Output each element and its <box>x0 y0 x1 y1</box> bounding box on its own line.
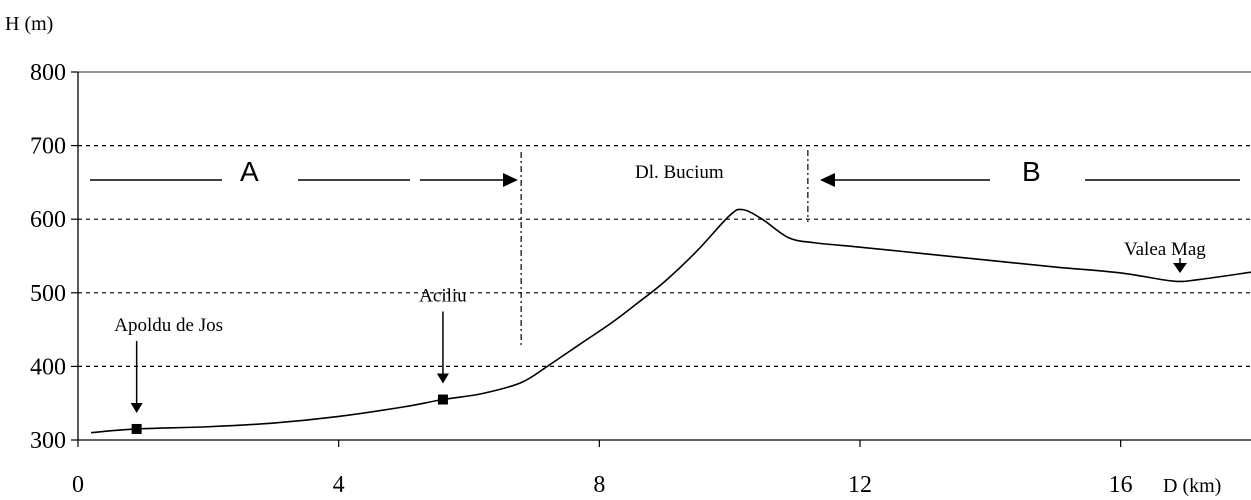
x-tick-label: 12 <box>848 472 872 498</box>
zone-a-label: A <box>240 156 259 187</box>
zone-dividers <box>520 150 809 345</box>
summit-label: Dl. Bucium <box>635 162 724 183</box>
x-tick-label: 16 <box>1109 472 1133 498</box>
village-label: Aciliu <box>419 286 467 307</box>
x-axis-label: D (km) <box>1163 475 1221 497</box>
x-tick-label: 8 <box>593 472 605 498</box>
x-tick-label: 0 <box>72 472 84 498</box>
zone-b-label: B <box>1022 156 1041 187</box>
valea-mag-pointer <box>1173 258 1187 273</box>
y-tick-label: 700 <box>30 134 66 160</box>
y-tick-labels: 300 400 500 600 700 800 <box>30 60 66 454</box>
village-pointer-head <box>130 402 143 413</box>
grid-lines <box>71 71 1251 441</box>
y-tick-label: 600 <box>30 207 66 233</box>
x-tick-labels: 0 4 8 12 16 <box>72 472 1133 498</box>
village-marker <box>437 394 448 405</box>
zone-a-arrow <box>90 173 518 187</box>
y-tick-label: 300 <box>30 428 66 454</box>
y-axis-label: H (m) <box>5 13 53 35</box>
zone-b-arrow <box>820 173 1240 187</box>
elevation-profile-line <box>90 208 1251 434</box>
village-label: Apoldu de Jos <box>114 315 223 336</box>
village-marker <box>131 423 142 434</box>
axes <box>77 72 1251 447</box>
y-tick-label: 400 <box>30 354 66 380</box>
y-tick-label: 500 <box>30 281 66 307</box>
valea-mag-label: Valea Mag <box>1124 239 1206 260</box>
village-markers: Apoldu de Jos Aciliu <box>114 286 467 434</box>
x-tick-label: 4 <box>333 472 345 498</box>
y-tick-label: 800 <box>30 60 66 86</box>
village-pointer-head <box>436 373 449 384</box>
